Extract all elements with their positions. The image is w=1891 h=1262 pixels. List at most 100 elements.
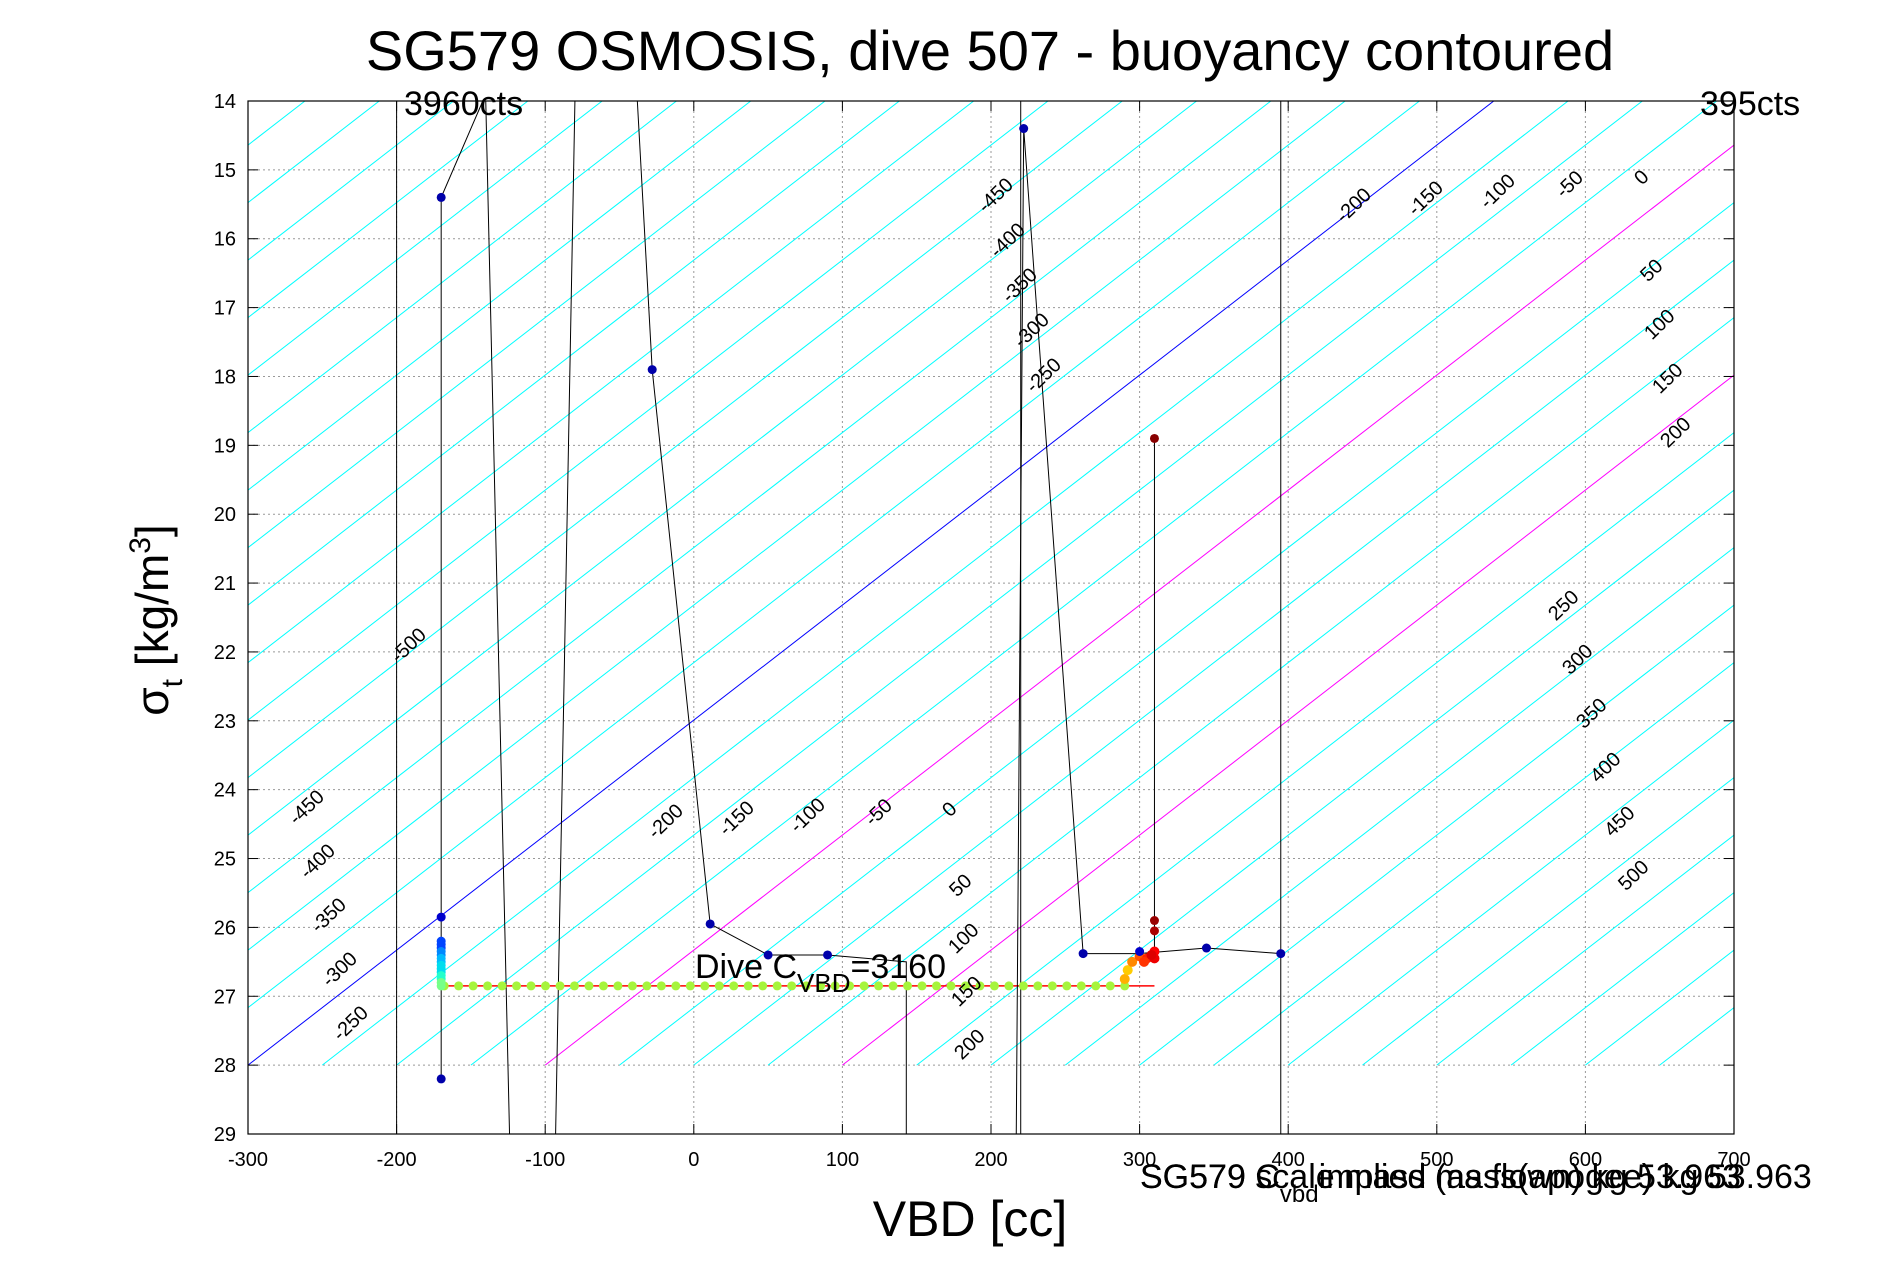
contour-label-upper: -100 (1476, 170, 1520, 214)
x-tick-label: -100 (525, 1149, 565, 1171)
data-point (845, 981, 855, 991)
contour-line (248, 101, 826, 549)
contour-label-right: 300 (1558, 640, 1597, 679)
cvbd-annotation: Dive CVBD=3160 (695, 948, 946, 998)
contour-line (0, 0, 99, 1065)
contour-label-middle: -200 (644, 800, 688, 844)
data-point (454, 981, 464, 991)
data-point (1047, 981, 1057, 991)
data-point (1019, 124, 1029, 134)
contour-line (1362, 776, 1734, 1066)
contour-label-middle: 0 (938, 798, 961, 822)
data-point (729, 981, 739, 991)
y-tick-label: 18 (214, 366, 236, 388)
contour-line (248, 101, 1049, 721)
data-point (1139, 956, 1150, 967)
contour-line (0, 0, 25, 1065)
x-axis-label: VBD [cc] (873, 1191, 1067, 1247)
data-point (975, 981, 985, 991)
contour-line (619, 201, 1734, 1066)
data-point (1135, 947, 1145, 957)
data-point (671, 981, 681, 991)
contour-label-right: 500 (1614, 856, 1653, 895)
contour-line (470, 101, 1718, 1066)
y-tick-label: 17 (214, 298, 236, 320)
contour-line (248, 101, 1272, 894)
y-tick-label: 21 (214, 573, 236, 595)
x-axis-ticks: -300 -200 -100 0 100 200 300 400 500 600 700 (228, 101, 1751, 1171)
y-tick-label: 19 (214, 435, 236, 457)
cvbd-annotation-sub: VBD (797, 968, 850, 998)
data-point (598, 981, 608, 991)
x-tick-label: 200 (974, 1149, 1007, 1171)
contour-label-left: -350 (307, 894, 351, 938)
bottom-vbd-prefix: SG579 C (1140, 1158, 1280, 1196)
data-point (584, 981, 594, 991)
data-point (758, 981, 768, 991)
data-point (436, 192, 446, 202)
contour-line (767, 316, 1734, 1066)
data-point (497, 981, 507, 991)
x-tick-label: -200 (377, 1149, 417, 1171)
y-tick-label: 29 (214, 1124, 236, 1146)
contour-label-left: -450 (285, 786, 329, 830)
data-point (830, 981, 840, 991)
contour-line (248, 101, 1198, 836)
contour-label-middle: -100 (786, 794, 830, 838)
x-tick-label: 100 (826, 1149, 859, 1171)
contour-label-upper: 200 (1656, 413, 1695, 452)
data-point (468, 981, 478, 991)
data-point (960, 981, 970, 991)
x-tick-label: 600 (1569, 1149, 1602, 1171)
contour-label-left: -500 (387, 624, 431, 668)
data-point (436, 1074, 446, 1084)
contour-label-upper: 150 (1648, 359, 1687, 398)
contour-line (248, 101, 1124, 779)
contour-line (0, 0, 545, 1065)
buoyancy-contours (0, 0, 1891, 1066)
x-tick-label: 700 (1717, 1149, 1750, 1171)
contour-line (693, 259, 1734, 1066)
contour-line (321, 101, 1569, 1066)
contour-line (396, 101, 1644, 1066)
contour-label-right: 250 (1544, 586, 1583, 625)
contour-label-upper: -250 (1022, 354, 1066, 398)
contour-line (248, 101, 752, 491)
y-tick-label: 20 (214, 504, 236, 526)
y-tick-label: 22 (214, 642, 236, 664)
y-tick-label: 28 (214, 1055, 236, 1077)
data-point (541, 981, 551, 991)
left-counts-label: 3960cts (404, 85, 523, 123)
data-point (483, 981, 493, 991)
y-tick-label: 27 (214, 986, 236, 1008)
y-tick-label: 23 (214, 711, 236, 733)
contour-line (1808, 0, 1891, 1065)
contour-labels: -450-400-350-300-250-200 -150 -100 -50 05010… (285, 166, 1696, 1064)
contour-line (1883, 0, 1891, 1065)
data-point (627, 981, 637, 991)
y-axis-label-unit: [kg/m (126, 554, 178, 679)
data-point (874, 981, 884, 991)
contour-label-middle: 50 (945, 870, 976, 901)
cvbd-annotation-value: =3160 (851, 948, 947, 986)
data-point (1149, 433, 1159, 443)
contour-line (248, 101, 975, 664)
y-axis-label: σt [kg/m3] (124, 524, 189, 715)
data-point (1127, 956, 1138, 967)
contour-line (0, 0, 694, 1065)
contour-label-upper: -150 (1404, 177, 1448, 221)
contour-label-right: 450 (1600, 802, 1639, 841)
x-tick-label: -300 (228, 1149, 268, 1171)
contour-line (1510, 891, 1734, 1066)
data-point (1201, 943, 1211, 953)
contour-line (1436, 834, 1734, 1066)
x-tick-label: 0 (688, 1149, 699, 1171)
contour-line (248, 101, 678, 434)
y-axis-ticks: 14 15 16 17 18 19 20 21 22 23 24 25 26 27 28 29 (214, 91, 1734, 1146)
contour-line (1213, 661, 1734, 1066)
contour-label-upper: 50 (1636, 255, 1667, 286)
cvbd-annotation-label: Dive C (695, 948, 797, 986)
data-point (787, 981, 797, 991)
data-point (1120, 981, 1130, 991)
